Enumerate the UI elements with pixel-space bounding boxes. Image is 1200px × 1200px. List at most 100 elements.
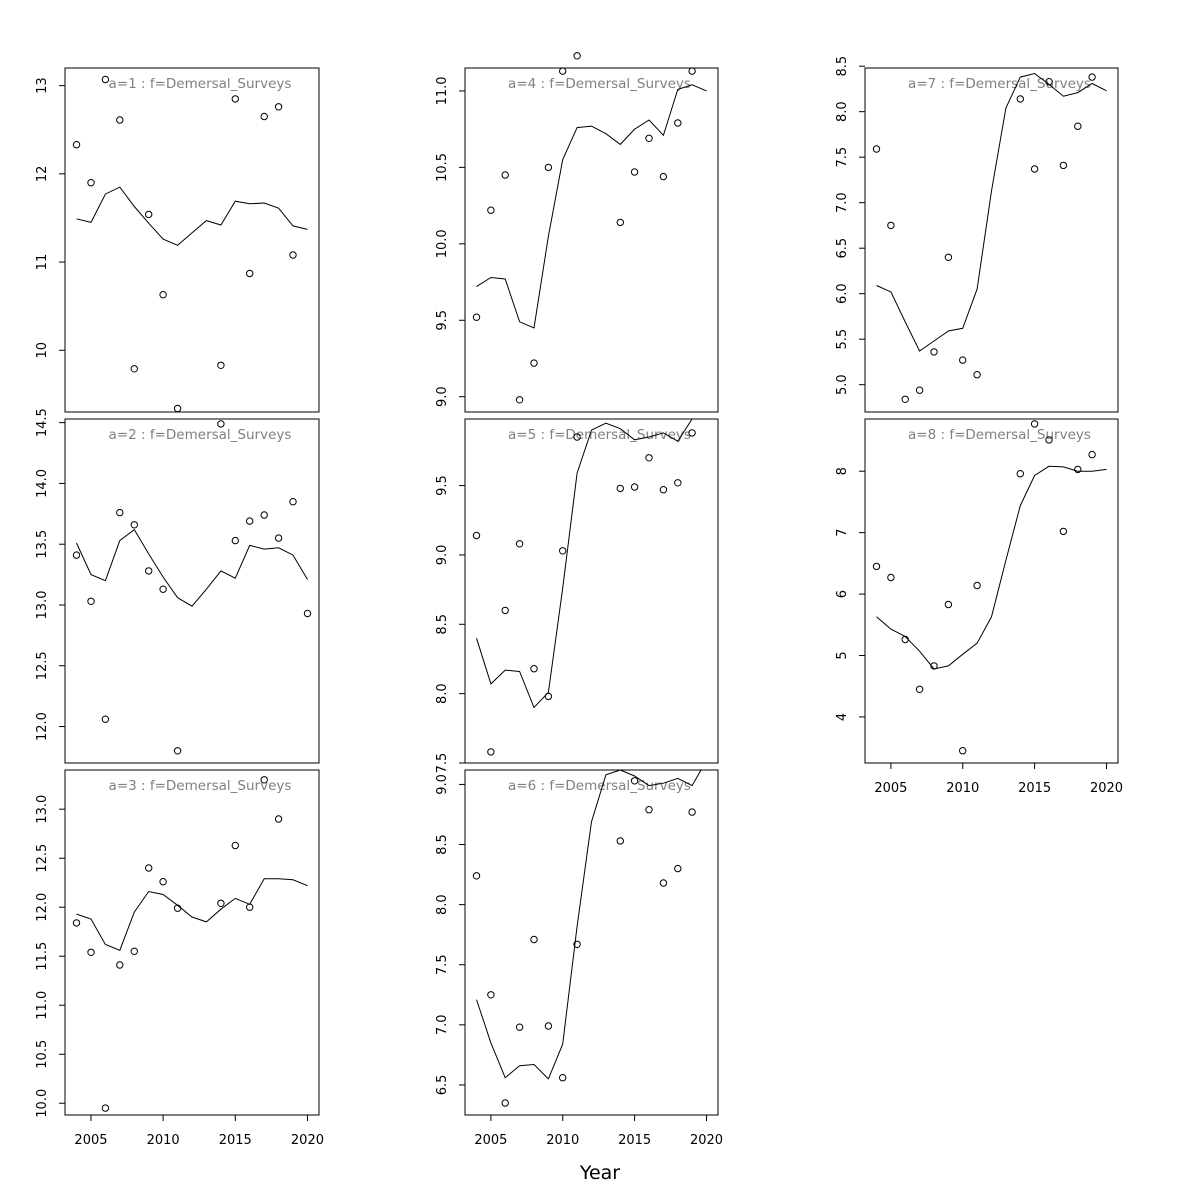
fitted-line bbox=[76, 186, 308, 246]
panel-frame bbox=[864, 418, 1119, 764]
observed-point bbox=[688, 67, 696, 75]
observed-point bbox=[573, 52, 581, 60]
observed-point bbox=[973, 371, 981, 379]
panel-7: a=3 : f=Demersal_Surveys 10.0 10.5 11.0 11.5… bbox=[35, 769, 324, 1148]
y-tick-label: 10 bbox=[35, 342, 50, 359]
observed-point bbox=[260, 112, 268, 121]
observed-point bbox=[544, 1022, 553, 1030]
observed-point bbox=[130, 521, 139, 529]
y-tick-label: 12.0 bbox=[35, 893, 50, 922]
observed-point bbox=[1074, 122, 1082, 130]
panel-3: a=7 : f=Demersal_Surveys 5.0 5.5 6.0 6.5 7.0 7… bbox=[835, 56, 1119, 413]
y-tick-label: 11.5 bbox=[35, 942, 50, 971]
observed-point bbox=[173, 404, 182, 413]
y-tick-label: 14.0 bbox=[35, 469, 50, 498]
observed-point bbox=[72, 141, 81, 149]
observed-point bbox=[87, 597, 95, 605]
observed-point bbox=[116, 961, 124, 969]
y-tick-label: 4 bbox=[835, 713, 850, 721]
y-tick-label: 7.5 bbox=[835, 147, 850, 168]
observed-point bbox=[872, 145, 881, 153]
y-tick-label: 8.5 bbox=[835, 56, 850, 77]
fitted-line bbox=[476, 419, 693, 709]
panel-frame bbox=[64, 67, 320, 413]
observed-point bbox=[887, 221, 895, 230]
y-tick-label: 9.0 bbox=[435, 774, 450, 795]
observed-point bbox=[930, 348, 938, 356]
y-tick-label: 9.5 bbox=[435, 310, 450, 331]
observed-point bbox=[544, 163, 553, 172]
observed-point bbox=[260, 511, 268, 519]
observed-point bbox=[87, 948, 95, 956]
observed-point bbox=[303, 609, 312, 618]
observed-point bbox=[901, 395, 909, 403]
y-tick-label: 6.0 bbox=[835, 283, 850, 304]
observed-point bbox=[944, 600, 953, 609]
y-tick-label: 12.5 bbox=[35, 844, 50, 873]
observed-point bbox=[1030, 165, 1039, 173]
panel-1: a=1 : f=Demersal_Surveys 10 11 12 13 bbox=[35, 67, 320, 413]
panel-2: a=4 : f=Demersal_Surveys 9.0 9.5 10.0 10.5 11… bbox=[435, 52, 719, 413]
fitted-line bbox=[876, 72, 1107, 352]
y-tick-label: 13.0 bbox=[35, 591, 50, 620]
x-tick-label: 2010 bbox=[546, 1133, 579, 1148]
y-tick-label: 5.5 bbox=[835, 329, 850, 350]
observed-point bbox=[289, 251, 297, 259]
observed-point bbox=[1045, 78, 1053, 86]
x-tick-label: 2015 bbox=[1018, 781, 1051, 796]
panel-title: a=2 : f=Demersal_Surveys bbox=[109, 427, 292, 443]
y-tick-label: 5 bbox=[835, 651, 850, 659]
y-tick-label: 13.5 bbox=[35, 530, 50, 559]
observed-point bbox=[130, 947, 139, 955]
y-tick-label: 8.0 bbox=[835, 101, 850, 122]
panel-title: a=7 : f=Demersal_Surveys bbox=[908, 76, 1091, 92]
y-tick-label: 6.5 bbox=[835, 238, 850, 259]
y-tick-label: 8.5 bbox=[435, 614, 450, 635]
observed-point bbox=[472, 531, 481, 540]
observed-point bbox=[487, 206, 495, 214]
observed-point bbox=[231, 536, 240, 545]
x-tick-label: 2005 bbox=[474, 1133, 507, 1148]
observed-point bbox=[72, 551, 81, 559]
observed-point bbox=[573, 433, 581, 441]
x-tick-label: 2005 bbox=[74, 1133, 107, 1148]
observed-point bbox=[1016, 470, 1024, 478]
observed-point bbox=[1088, 450, 1096, 459]
x-axis: 2005 2010 2015 2020 bbox=[74, 1114, 324, 1148]
observed-point bbox=[530, 359, 538, 367]
observed-point bbox=[515, 540, 524, 548]
observed-point bbox=[274, 815, 283, 823]
observed-point bbox=[1088, 73, 1096, 81]
observed-point bbox=[930, 662, 938, 670]
observed-point bbox=[217, 361, 225, 369]
observed-point bbox=[159, 585, 167, 593]
x-tick-label: 2020 bbox=[690, 1133, 723, 1148]
panel-title: a=8 : f=Demersal_Surveys bbox=[908, 427, 1091, 443]
y-tick-label: 10.5 bbox=[435, 153, 450, 182]
observed-point bbox=[674, 864, 682, 873]
y-tick-label: 10.0 bbox=[35, 1089, 50, 1118]
observed-point bbox=[145, 210, 153, 219]
observed-point bbox=[659, 172, 668, 181]
observed-point bbox=[231, 841, 240, 850]
observed-point bbox=[544, 692, 553, 701]
observed-point bbox=[289, 498, 297, 506]
x-axis: 2005 2010 2015 2020 bbox=[474, 1114, 723, 1148]
observed-point bbox=[501, 171, 509, 179]
y-tick-label: 5.0 bbox=[835, 374, 850, 395]
y-tick-label: 7 bbox=[835, 529, 850, 537]
observed-point bbox=[944, 253, 953, 261]
x-tick-label: 2015 bbox=[618, 1133, 651, 1148]
y-tick-label: 14.5 bbox=[35, 408, 50, 437]
observed-point bbox=[1059, 527, 1068, 536]
observed-point bbox=[274, 534, 283, 542]
observed-point bbox=[274, 103, 283, 111]
y-tick-label: 7.5 bbox=[435, 753, 450, 774]
y-tick-label: 6.5 bbox=[435, 1075, 450, 1096]
observed-point bbox=[901, 635, 909, 644]
observed-point bbox=[688, 808, 696, 816]
y-tick-label: 6 bbox=[835, 590, 850, 598]
observed-point bbox=[246, 517, 254, 525]
x-axis-label: Year bbox=[579, 1162, 620, 1184]
